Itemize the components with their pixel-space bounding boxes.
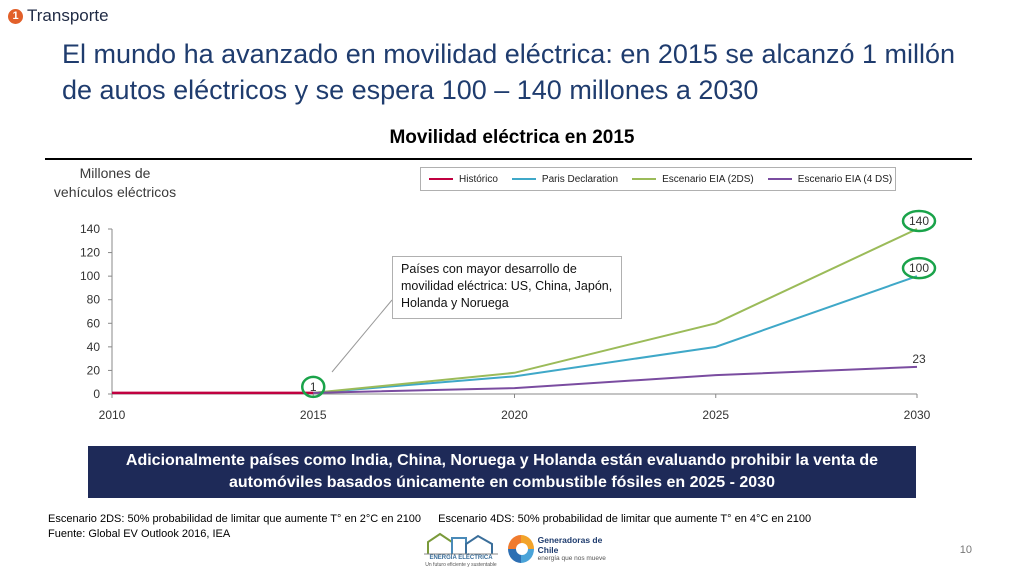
section-tag: 1 Transporte (8, 6, 109, 26)
title-divider (45, 158, 972, 160)
slide-title: El mundo ha avanzado en movilidad eléctr… (62, 39, 956, 105)
generadoras-logo: Generadoras de Chile energía que nos mue… (508, 531, 618, 567)
legend-swatch (429, 178, 453, 180)
section-label: Transporte (27, 6, 109, 25)
generadoras-logo-name: Generadoras de Chile (537, 535, 603, 555)
generadoras-circle-icon (508, 535, 534, 563)
energia-electrica-logo: ENERGÍA ELÉCTRICA Un futuro eficiente y … (418, 530, 504, 570)
y-axis-label-line: vehículos eléctricos (53, 184, 177, 200)
y-tick-label: 80 (87, 293, 101, 307)
y-tick-label: 140 (80, 222, 100, 236)
legend-item: Escenario EIA (4 DS) (767, 173, 893, 185)
data-label: 100 (909, 261, 929, 275)
legend-label: Paris Declaration (541, 173, 619, 185)
x-tick-label: 2030 (904, 408, 931, 422)
energia-logo-tagline: Un futuro eficiente y sustentable (425, 562, 497, 568)
footnote-scenarios: Escenario 2DS: 50% probabilidad de limit… (48, 512, 825, 527)
x-tick-label: 2015 (300, 408, 327, 422)
energia-logo-name: ENERGÍA ELÉCTRICA (429, 555, 493, 561)
footnote-source: Fuente: Global EV Outlook 2016, IEA (48, 528, 231, 540)
y-tick-label: 120 (80, 246, 100, 260)
highlight-banner: Adicionalmente países como India, China,… (88, 446, 916, 498)
footnotes: Escenario 2DS: 50% probabilidad de limit… (48, 512, 825, 542)
legend-item: Paris Declaration (511, 173, 619, 185)
legend-label: Escenario EIA (4 DS) (797, 173, 893, 185)
x-tick-label: 2010 (99, 408, 126, 422)
y-tick-label: 100 (80, 269, 100, 283)
highlight-circle (901, 256, 937, 280)
chart-legend: Histórico Paris Declaration Escenario EI… (420, 167, 896, 191)
callout-connector (331, 299, 393, 373)
y-tick-label: 20 (87, 363, 101, 377)
highlight-circle (901, 209, 937, 233)
legend-swatch (767, 178, 792, 180)
y-tick-label: 0 (93, 387, 100, 401)
page-number: 10 (959, 544, 972, 556)
series-line (313, 275, 918, 394)
data-label: 1 (310, 380, 317, 394)
highlight-circle (301, 375, 326, 399)
legend-item: Escenario EIA (2DS) (632, 174, 754, 185)
data-label: 23 (912, 352, 926, 366)
y-axis-label: Millones de vehículos eléctricos (40, 164, 190, 202)
banner-text: Adicionalmente países como India, China,… (125, 452, 879, 491)
legend-label: Histórico (459, 173, 498, 185)
generadoras-logo-tagline: energía que nos mueve (537, 555, 606, 562)
legend-swatch (511, 178, 536, 180)
series-line (313, 365, 918, 394)
y-tick-label: 40 (87, 340, 101, 354)
y-axis-label-line: Millones de (79, 165, 151, 181)
x-tick-label: 2025 (702, 408, 729, 422)
series-line (313, 228, 918, 394)
legend-label: Escenario EIA (2DS) (662, 173, 754, 185)
callout-annotation: Países con mayor desarrollo de movilidad… (392, 256, 622, 319)
house-icon (424, 532, 498, 555)
footnote-2ds: Escenario 2DS: 50% probabilidad de limit… (48, 513, 422, 525)
legend-swatch (632, 178, 657, 180)
chart-title: Movilidad eléctrica en 2015 (389, 127, 635, 148)
legend-item: Histórico (429, 174, 498, 185)
footnote-4ds: Escenario 4DS: 50% probabilidad de limit… (438, 513, 812, 525)
y-tick-label: 60 (87, 316, 101, 330)
data-label: 140 (909, 214, 929, 228)
x-tick-label: 2020 (501, 408, 528, 422)
section-number-badge: 1 (8, 8, 23, 24)
